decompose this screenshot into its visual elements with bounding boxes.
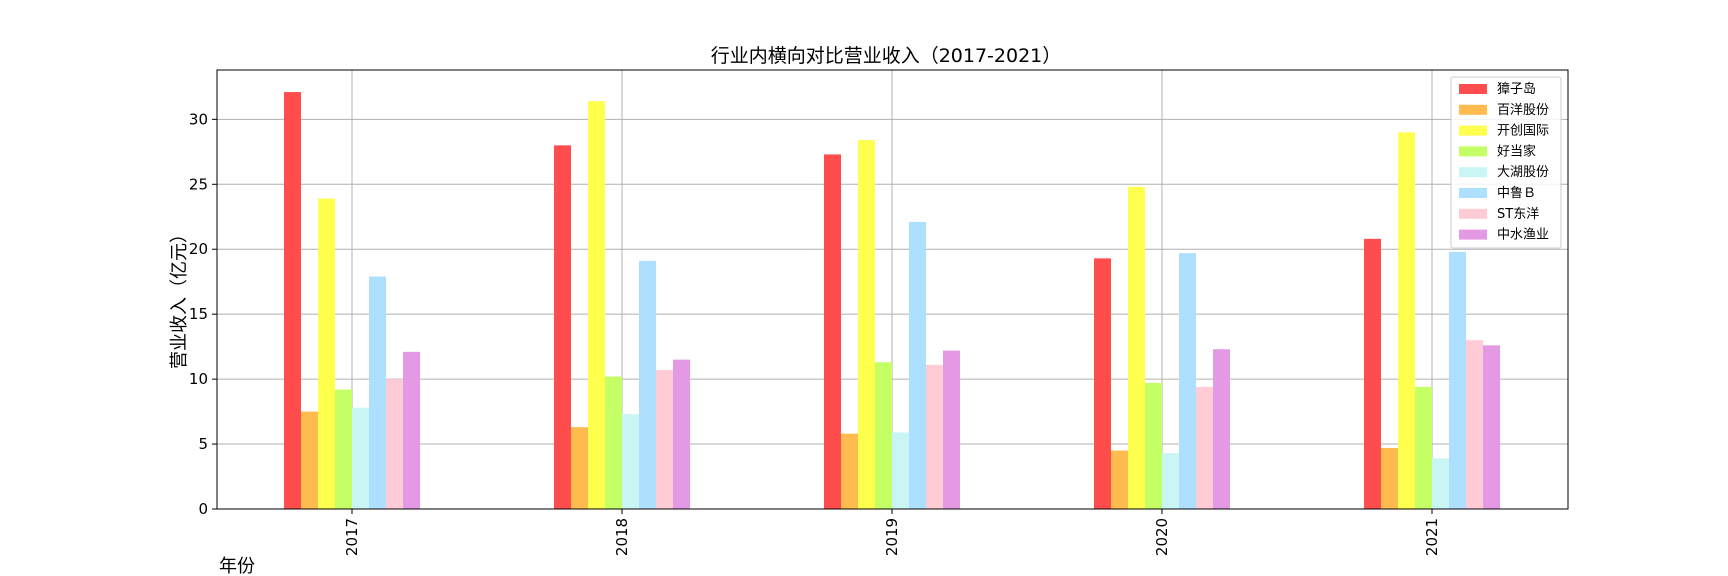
bar-2018-中鲁Ｂ (639, 260, 656, 509)
bar-2019-獐子岛 (824, 154, 841, 509)
y-tick-label: 0 (198, 500, 208, 518)
y-tick-label: 20 (189, 240, 208, 258)
bar-2021-好当家 (1415, 386, 1432, 509)
y-axis-ticks: 0 5 10 15 20 25 30 (189, 110, 217, 518)
bar-2019-大湖股份 (892, 432, 909, 509)
bar-2019-ST东洋 (926, 364, 943, 509)
legend-swatch (1459, 104, 1487, 115)
x-tick-label: 2021 (1423, 518, 1441, 556)
bar-2017-獐子岛 (284, 92, 301, 509)
x-tick-label: 2017 (343, 518, 361, 556)
bar-2021-开创国际 (1398, 132, 1415, 509)
legend-label: 獐子岛 (1497, 81, 1536, 97)
bar-2020-中水渔业 (1213, 349, 1230, 509)
bar-2017-中水渔业 (403, 351, 420, 509)
legend-box (1450, 76, 1562, 249)
legend-swatch (1459, 84, 1487, 94)
y-tick-label: 25 (189, 175, 208, 193)
bars (284, 92, 1500, 510)
legend-label: ST东洋 (1497, 207, 1539, 222)
legend-swatch (1459, 167, 1487, 178)
y-tick-label: 30 (189, 110, 208, 128)
bar-2017-好当家 (335, 389, 352, 509)
bar-2020-百洋股份 (1111, 450, 1128, 509)
legend-label: 好当家 (1497, 143, 1536, 159)
bar-2019-中水渔业 (943, 350, 960, 509)
bar-2017-开创国际 (318, 198, 335, 510)
bar-2020-好当家 (1145, 383, 1162, 509)
legend-label: 中鲁Ｂ (1497, 186, 1536, 201)
bar-2018-好当家 (605, 376, 622, 509)
bar-2021-獐子岛 (1364, 238, 1381, 509)
bar-2019-开创国际 (858, 140, 875, 509)
grid-lines (217, 70, 1568, 510)
legend-swatch (1459, 146, 1487, 157)
bar-2017-百洋股份 (301, 411, 318, 509)
y-tick-label: 5 (198, 435, 208, 453)
bar-2020-ST东洋 (1196, 386, 1213, 509)
chart-title: 行业内横向对比营业收入（2017-2021） (711, 45, 1062, 67)
x-tick-label: 2019 (883, 518, 901, 556)
bar-2018-獐子岛 (554, 145, 571, 509)
x-tick-label: 2020 (1153, 518, 1171, 556)
y-tick-label: 15 (189, 305, 208, 323)
bar-2018-大湖股份 (622, 414, 639, 509)
bar-2017-大湖股份 (352, 407, 369, 509)
bar-2020-大湖股份 (1162, 453, 1179, 509)
x-tick-label: 2018 (613, 518, 631, 556)
bar-2021-百洋股份 (1381, 447, 1398, 509)
legend-swatch (1459, 188, 1487, 198)
legend-label: 开创国际 (1497, 124, 1549, 139)
bar-2019-中鲁Ｂ (909, 221, 926, 509)
bar-2021-中鲁Ｂ (1449, 251, 1466, 509)
legend-label: 中水渔业 (1497, 228, 1549, 243)
legend-swatch (1459, 229, 1487, 240)
bar-2021-中水渔业 (1483, 345, 1500, 509)
bar-2018-ST东洋 (656, 370, 673, 509)
legend-swatch (1459, 208, 1487, 219)
bar-2019-百洋股份 (841, 433, 858, 509)
bar-2021-大湖股份 (1432, 458, 1449, 509)
bar-2021-ST东洋 (1466, 340, 1483, 509)
bar-2019-好当家 (875, 362, 892, 509)
bar-2020-獐子岛 (1094, 258, 1111, 509)
bar-2018-中水渔业 (673, 359, 690, 509)
bar-2018-百洋股份 (571, 427, 588, 509)
y-tick-label: 10 (189, 370, 208, 388)
x-axis-ticks: 2017 2018 2019 2020 2021 (343, 509, 1441, 556)
bar-2017-ST东洋 (386, 379, 403, 509)
legend-label: 大湖股份 (1497, 165, 1549, 180)
bar-2017-中鲁Ｂ (369, 276, 386, 509)
bar-2020-中鲁Ｂ (1179, 253, 1196, 509)
y-axis-label: 营业收入（亿元） (169, 225, 190, 369)
legend-swatch (1459, 125, 1487, 136)
legend-label: 百洋股份 (1497, 103, 1549, 118)
x-axis-label: 年份 (219, 556, 255, 576)
bar-2020-开创国际 (1128, 186, 1145, 509)
bar-2018-开创国际 (588, 101, 605, 509)
